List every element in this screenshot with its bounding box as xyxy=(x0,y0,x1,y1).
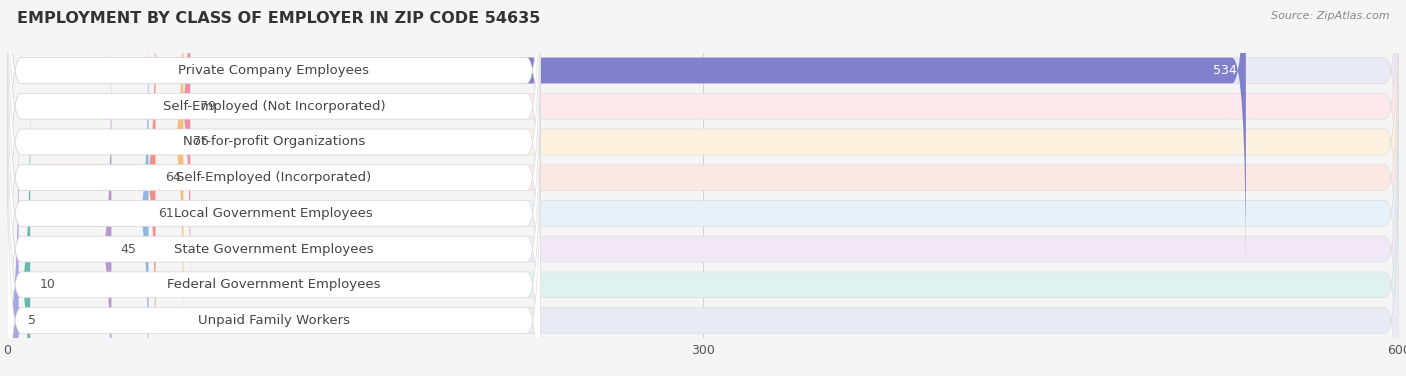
Text: Self-Employed (Incorporated): Self-Employed (Incorporated) xyxy=(176,171,371,184)
Text: 64: 64 xyxy=(165,171,180,184)
Text: 76: 76 xyxy=(193,135,208,149)
FancyBboxPatch shape xyxy=(7,0,1399,376)
Text: Federal Government Employees: Federal Government Employees xyxy=(167,278,381,291)
Text: Local Government Employees: Local Government Employees xyxy=(174,207,373,220)
FancyBboxPatch shape xyxy=(7,83,540,376)
FancyBboxPatch shape xyxy=(7,0,1399,272)
Text: EMPLOYMENT BY CLASS OF EMPLOYER IN ZIP CODE 54635: EMPLOYMENT BY CLASS OF EMPLOYER IN ZIP C… xyxy=(17,11,540,26)
FancyBboxPatch shape xyxy=(7,0,540,308)
FancyBboxPatch shape xyxy=(7,0,540,376)
FancyBboxPatch shape xyxy=(7,48,111,376)
Text: Source: ZipAtlas.com: Source: ZipAtlas.com xyxy=(1271,11,1389,21)
Text: Unpaid Family Workers: Unpaid Family Workers xyxy=(198,314,350,327)
FancyBboxPatch shape xyxy=(7,0,540,343)
Text: State Government Employees: State Government Employees xyxy=(174,243,374,256)
Text: 534: 534 xyxy=(1213,64,1237,77)
FancyBboxPatch shape xyxy=(7,83,1399,376)
FancyBboxPatch shape xyxy=(7,119,540,376)
Text: 79: 79 xyxy=(200,100,215,113)
FancyBboxPatch shape xyxy=(7,0,1246,272)
Text: 61: 61 xyxy=(157,207,173,220)
FancyBboxPatch shape xyxy=(7,119,1399,376)
FancyBboxPatch shape xyxy=(7,83,31,376)
FancyBboxPatch shape xyxy=(7,48,1399,376)
Text: 10: 10 xyxy=(39,278,55,291)
FancyBboxPatch shape xyxy=(7,0,1399,343)
FancyBboxPatch shape xyxy=(7,0,540,272)
FancyBboxPatch shape xyxy=(7,0,1399,308)
FancyBboxPatch shape xyxy=(7,12,1399,376)
FancyBboxPatch shape xyxy=(7,12,149,376)
Text: Self-Employed (Not Incorporated): Self-Employed (Not Incorporated) xyxy=(163,100,385,113)
FancyBboxPatch shape xyxy=(7,12,540,376)
FancyBboxPatch shape xyxy=(7,0,190,308)
Text: Not-for-profit Organizations: Not-for-profit Organizations xyxy=(183,135,366,149)
FancyBboxPatch shape xyxy=(7,0,156,376)
Text: Private Company Employees: Private Company Employees xyxy=(179,64,370,77)
FancyBboxPatch shape xyxy=(4,119,21,376)
Text: 45: 45 xyxy=(121,243,136,256)
FancyBboxPatch shape xyxy=(7,0,183,343)
FancyBboxPatch shape xyxy=(7,48,540,376)
Text: 5: 5 xyxy=(28,314,37,327)
